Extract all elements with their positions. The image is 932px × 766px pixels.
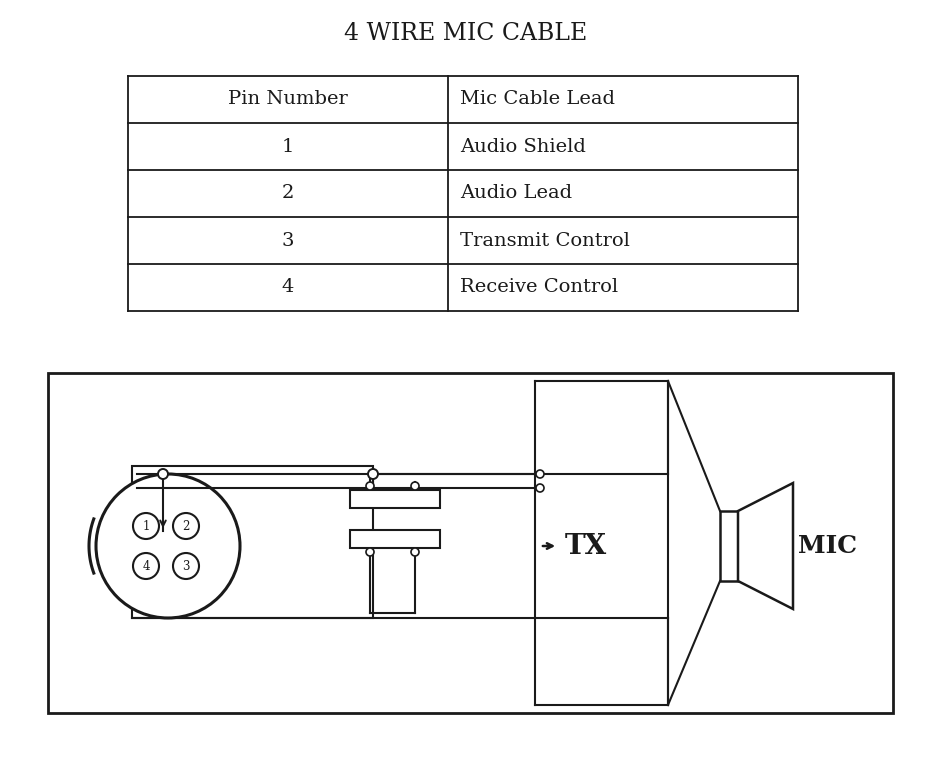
Bar [48,373,893,713]
Text: Audio Shield: Audio Shield [460,138,586,155]
Text: 2: 2 [281,185,295,202]
Text: 1: 1 [143,519,150,532]
Text: 4: 4 [281,279,295,296]
Text: MIC: MIC [798,534,857,558]
Text: 3: 3 [183,559,190,572]
Circle shape [366,548,374,556]
Text: 4: 4 [143,559,150,572]
Text: Transmit Control: Transmit Control [460,231,630,250]
Circle shape [368,469,378,479]
Bar [350,530,440,548]
Text: 1: 1 [281,138,295,155]
Polygon shape [738,483,793,609]
Circle shape [536,470,544,478]
Circle shape [173,513,199,539]
Circle shape [411,548,419,556]
Circle shape [366,482,374,490]
Circle shape [96,474,240,618]
Bar [720,511,738,581]
Circle shape [158,469,168,479]
Text: Audio Lead: Audio Lead [460,185,572,202]
Circle shape [173,553,199,579]
Text: 4 WIRE MIC CABLE: 4 WIRE MIC CABLE [345,21,587,44]
Circle shape [536,484,544,492]
Text: Mic Cable Lead: Mic Cable Lead [460,90,615,109]
Bar [350,490,440,508]
Bar [132,466,373,618]
Text: Receive Control: Receive Control [460,279,618,296]
Text: TX: TX [565,532,608,559]
Circle shape [411,482,419,490]
Text: 2: 2 [183,519,190,532]
Text: Pin Number: Pin Number [228,90,348,109]
Circle shape [133,553,159,579]
Text: 3: 3 [281,231,295,250]
Circle shape [133,513,159,539]
